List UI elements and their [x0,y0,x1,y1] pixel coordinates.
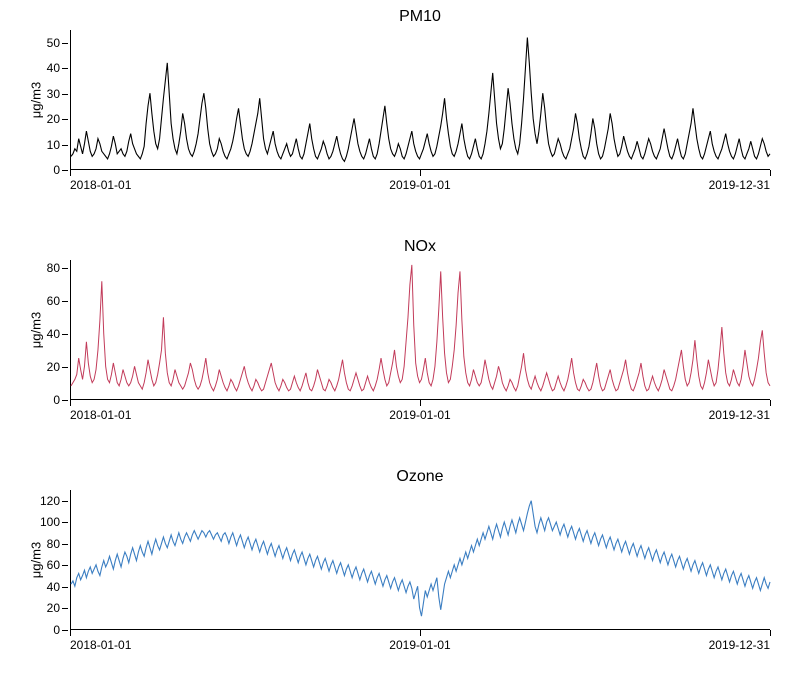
panel-title-nox: NOx [70,238,770,256]
ytick-label: 0 [53,163,60,177]
xtick [770,400,771,406]
ytick-label: 20 [47,601,60,615]
panel-nox: NOx μg/m3 0204060802018-01-012019-01-012… [70,260,770,400]
ytick-label: 60 [47,558,60,572]
ytick-label: 0 [53,623,60,637]
xtick-label: 2019-01-01 [389,408,450,422]
ytick [62,119,68,120]
ytick [62,301,68,302]
ytick [62,587,68,588]
ytick [62,522,68,523]
xtick-label: 2019-12-31 [709,408,770,422]
plot-area-pm10 [70,30,770,170]
xtick [420,400,421,406]
panel-pm10: PM10 μg/m3 010203040502018-01-012019-01-… [70,30,770,170]
xtick-label: 2018-01-01 [70,408,131,422]
line-ozone [71,490,770,629]
ytick-label: 0 [53,393,60,407]
ytick [62,608,68,609]
ytick-label: 100 [40,515,60,529]
ytick-label: 20 [47,360,60,374]
xtick [420,170,421,176]
ytick [62,94,68,95]
line-nox [71,260,770,399]
xtick [420,630,421,636]
ytick-label: 40 [47,61,60,75]
ytick [62,68,68,69]
xtick-label: 2019-01-01 [389,638,450,652]
ytick-label: 40 [47,327,60,341]
xtick [70,170,71,176]
xtick [770,630,771,636]
xtick [70,630,71,636]
ytick-label: 80 [47,261,60,275]
xtick [770,170,771,176]
ytick [62,367,68,368]
panel-title-pm10: PM10 [70,8,770,26]
ylabel-ozone: μg/m3 [29,542,44,578]
plot-area-ozone [70,490,770,630]
line-pm10 [71,30,770,169]
ytick [62,334,68,335]
ylabel-pm10: μg/m3 [29,82,44,118]
figure: PM10 μg/m3 0 10 20 30 40 50 2018-01-01 2019-01-… [0,0,800,679]
ylabel-nox: μg/m3 [29,312,44,348]
ytick [62,565,68,566]
ytick [62,400,68,401]
ytick [62,268,68,269]
panel-ozone: Ozone μg/m3 0204060801001202018-01-01201… [70,490,770,630]
ytick [62,145,68,146]
xtick-label: 2018-01-01 [70,178,131,192]
panel-title-ozone: Ozone [70,468,770,486]
ytick [62,43,68,44]
ytick-label: 50 [47,36,60,50]
ytick-label: 60 [47,294,60,308]
ytick-label: 80 [47,537,60,551]
xtick-label: 2018-01-01 [70,638,131,652]
xtick-label: 2019-12-31 [709,178,770,192]
ytick-label: 30 [47,87,60,101]
ytick-label: 120 [40,494,60,508]
ytick-label: 10 [47,138,60,152]
ytick [62,170,68,171]
ytick-label: 20 [47,112,60,126]
xtick [70,400,71,406]
ytick-label: 40 [47,580,60,594]
plot-area-nox [70,260,770,400]
xtick-label: 2019-01-01 [389,178,450,192]
ytick [62,501,68,502]
ytick [62,544,68,545]
xtick-label: 2019-12-31 [709,638,770,652]
ytick [62,630,68,631]
